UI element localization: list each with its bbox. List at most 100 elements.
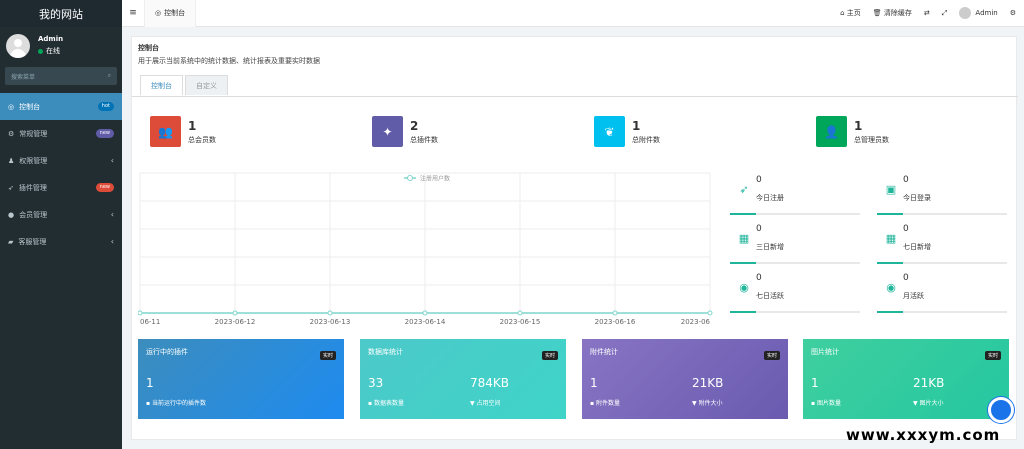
stat-box: 👤 1 总管理员数 <box>816 116 889 147</box>
mini-stat-label: 三日新增 <box>756 243 784 251</box>
mini-stat-bar <box>877 262 903 264</box>
card-sub-text-2: 占用空间 <box>476 400 501 407</box>
admin-menu[interactable]: Admin <box>959 7 998 19</box>
mini-stat-value: 0 <box>903 175 909 185</box>
card-title: 运行中的插件 <box>146 348 188 356</box>
sidebar-item-label: 控制台 <box>19 102 41 111</box>
card-sub-label-2: ▼ 图片大小 <box>913 398 944 407</box>
data-point <box>612 310 618 316</box>
search-icon[interactable]: ⌕ <box>107 72 111 79</box>
user-circle-icon: ● <box>8 210 15 219</box>
stat-value: 1 <box>854 118 863 133</box>
translate-icon[interactable]: ⇄ <box>923 9 930 17</box>
card-value: 1 <box>146 376 154 390</box>
home-link[interactable]: ⌂ 主页 <box>840 8 861 18</box>
sidebar-item-label: 常规管理 <box>19 129 48 138</box>
user-status: 在线 <box>38 46 63 56</box>
stat-label: 总管理员数 <box>854 135 889 144</box>
sidebar-item-2[interactable]: ♟ 权限管理 ‹ <box>0 147 122 174</box>
register-line-chart: 06-11 2023-06-12 2023-06-13 2023-06-14 2023-… <box>138 172 713 326</box>
clear-cache-label: 清除缓存 <box>883 9 912 17</box>
sidebar-search-placeholder: 搜索菜单 <box>11 73 36 81</box>
card-sub-text: 数据表数量 <box>374 400 405 407</box>
admin-avatar <box>959 7 972 19</box>
stat-value: 2 <box>410 118 419 133</box>
mini-stat-bar <box>730 311 756 313</box>
card-sub-label: ▪ 图片数量 <box>811 398 841 407</box>
settings-gear-icon[interactable]: ⚙ <box>1009 9 1016 17</box>
card-value: 1 <box>590 376 598 390</box>
main-content: 控制台 用于展示当前系统中的统计数据、统计报表及重要实时数据 控制台 自定义 👥… <box>131 36 1018 440</box>
sidebar-item-3[interactable]: ➶ 插件管理 new <box>0 174 122 201</box>
user-circle-icon: ◉ <box>886 281 896 294</box>
top-bar: ≡ ◎ 控制台 ⌂ 主页 🗑 清除缓存 ⇄ ⤢ Admin ⚙ <box>122 0 1024 27</box>
site-logo[interactable]: 我的网站 <box>0 0 122 27</box>
online-dot-icon <box>38 48 43 54</box>
stat-card: 图片统计 实时 1 ▪ 图片数量 21KB ▼ 图片大小 <box>803 339 1009 419</box>
leaf-icon: ❦ <box>594 116 625 147</box>
comment-icon: ▰ <box>8 237 14 246</box>
x-tick-label: 06-11 <box>140 318 160 326</box>
filter-icon: ▼ <box>692 400 697 407</box>
stat-box: ✦ 2 总插件数 <box>372 116 438 147</box>
mini-stat: ▦ 0 七日新增 <box>877 220 1007 264</box>
sidebar-search-input[interactable]: 搜索菜单 ⌕ <box>5 67 117 85</box>
card-sub-icon: ▪ <box>146 400 151 407</box>
card-value-2: 21KB <box>692 376 724 390</box>
mini-stat-value: 0 <box>903 224 909 234</box>
mini-stat-label: 月活跃 <box>903 292 924 300</box>
home-label: 主页 <box>846 9 861 17</box>
card-sub-label: ▪ 当前运行中的插件数 <box>146 398 206 407</box>
user-circle-icon: ◉ <box>739 281 749 294</box>
watermark: www.xxxym.com <box>846 426 1001 444</box>
chevron-left-icon: ‹ <box>110 237 114 246</box>
legend-label[interactable]: 注册用户数 <box>420 175 450 183</box>
mini-stat-label: 七日新增 <box>903 243 931 251</box>
fullscreen-icon[interactable]: ⤢ <box>941 8 948 17</box>
mini-stat: ➶ 0 今日注册 <box>730 171 860 215</box>
mini-stat: ▦ 0 三日新增 <box>730 220 860 264</box>
x-tick-label: 2023-06-14 <box>405 318 446 326</box>
realtime-badge: 实时 <box>763 351 780 360</box>
card-sub-label: ▪ 附件数量 <box>590 398 620 407</box>
dashboard-icon: ◎ <box>8 102 15 111</box>
card-value: 33 <box>368 376 384 390</box>
sidebar-item-1[interactable]: ⚙ 常规管理 new <box>0 120 122 147</box>
clear-cache-button[interactable]: 🗑 清除缓存 <box>873 8 912 18</box>
stat-box: ❦ 1 总附件数 <box>594 116 660 147</box>
tab-dashboard[interactable]: ◎ 控制台 <box>144 0 197 27</box>
card-sub-text-2: 附件大小 <box>698 400 723 407</box>
card-value-2: 21KB <box>913 376 945 390</box>
sidebar-item-label: 客服管理 <box>18 237 47 246</box>
mini-stat-bar <box>877 311 903 313</box>
stat-value: 1 <box>632 118 641 133</box>
sidebar-item-0[interactable]: ◎ 控制台 hot <box>0 93 122 120</box>
data-point <box>327 310 333 316</box>
content-tabs: 控制台 自定义 <box>140 75 228 95</box>
realtime-badge: 实时 <box>319 351 336 360</box>
card-sub-icon: ▪ <box>368 400 373 407</box>
mini-stat-bar <box>730 213 756 215</box>
sidebar-badge: new <box>95 129 114 138</box>
vcard-icon: ▣ <box>885 183 897 196</box>
sidebar-item-4[interactable]: ● 会员管理 ‹ <box>0 201 122 228</box>
user-panel: Admin 在线 <box>0 27 122 64</box>
rocket-icon: ➶ <box>8 183 14 192</box>
page-title: 控制台 <box>138 44 159 52</box>
sidebar-nav: ◎ 控制台 hot ⚙ 常规管理 new ♟ 权限管理 ‹ ➶ 插件管理 new ● 会员管理 ‹ ▰ 客服管理… <box>0 93 122 255</box>
stat-label: 总会员数 <box>188 135 216 144</box>
tab-custom[interactable]: 自定义 <box>185 75 228 95</box>
data-point <box>422 310 428 316</box>
user-name: Admin <box>38 35 64 43</box>
mini-stat-value: 0 <box>756 273 762 283</box>
dashboard-icon: ◎ <box>155 9 162 17</box>
data-point <box>232 310 238 316</box>
card-title: 图片统计 <box>811 348 839 356</box>
tab-console[interactable]: 控制台 <box>140 75 183 95</box>
users-icon: 👥 <box>150 116 181 147</box>
sidebar-item-label: 权限管理 <box>19 156 48 165</box>
calendar-plus-icon: ▦ <box>885 232 897 245</box>
menu-toggle-icon[interactable]: ≡ <box>129 8 137 18</box>
chat-bubble-icon[interactable] <box>988 397 1014 423</box>
sidebar-item-5[interactable]: ▰ 客服管理 ‹ <box>0 228 122 255</box>
